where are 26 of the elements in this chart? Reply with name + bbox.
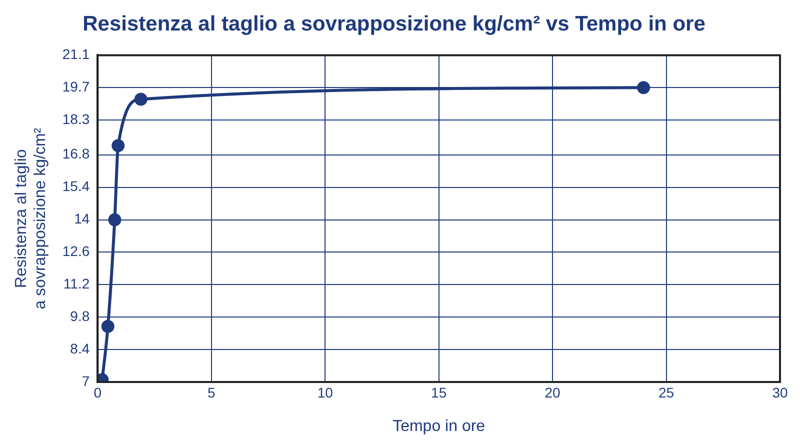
y-tick-label: 21.1 (62, 46, 90, 62)
point (101, 320, 114, 333)
y-tick-label: 15.4 (62, 178, 90, 194)
x-tick-label: 30 (772, 384, 788, 400)
y-tick-label: 14 (74, 210, 90, 227)
point (637, 81, 650, 94)
y-tick-label: 12.6 (62, 243, 90, 260)
y-tick-label: 7 (82, 372, 90, 389)
x-axis-title: Tempo in ore (392, 418, 486, 435)
x-tick-label: 10 (317, 384, 334, 400)
y-tick-label: 18.3 (62, 110, 90, 127)
y-tick-label: 16.8 (62, 146, 90, 162)
x-tick-label: 25 (658, 384, 674, 400)
point (134, 92, 148, 106)
y-tick-label: 8.4 (70, 340, 90, 356)
y-tick-label: 19.7 (62, 78, 90, 95)
y-tick-label: 11.2 (63, 276, 90, 292)
x-tick-label: 20 (544, 384, 561, 400)
point (112, 139, 125, 152)
point (108, 213, 122, 226)
y-axis-title: Resistenza al taglio a sovrapposizione kg/cm² (13, 127, 50, 310)
x-tick-label: 5 (207, 384, 216, 400)
y-tick-label: 9.8 (70, 308, 90, 324)
chart-title: Resistenza al taglio a sovrapposizione kg/cm² vs Tempo in ore (82, 12, 706, 36)
x-tick-label: 0 (94, 384, 102, 400)
x-tick-label: 15 (431, 384, 447, 400)
